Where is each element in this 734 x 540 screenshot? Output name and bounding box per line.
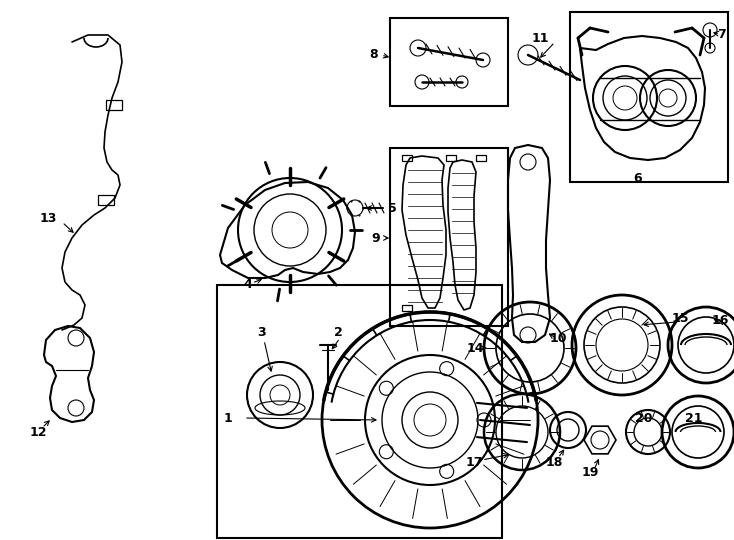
Text: 1: 1 [224, 411, 233, 424]
Text: 6: 6 [633, 172, 642, 185]
Text: 14: 14 [466, 341, 484, 354]
Bar [390, 18, 508, 106]
Text: 8: 8 [370, 49, 378, 62]
Text: 11: 11 [531, 31, 549, 44]
Text: 4: 4 [244, 279, 252, 292]
Bar [402, 155, 412, 161]
Bar [217, 285, 502, 538]
Text: 3: 3 [258, 326, 266, 339]
Text: 20: 20 [635, 411, 653, 424]
Bar [106, 100, 122, 110]
Text: 12: 12 [29, 426, 47, 438]
Text: 10: 10 [549, 332, 567, 345]
Text: 18: 18 [545, 456, 563, 469]
Text: 9: 9 [371, 232, 380, 245]
Bar [570, 12, 728, 182]
Bar [446, 155, 456, 161]
Text: 5: 5 [388, 201, 396, 214]
Bar [390, 148, 508, 326]
Text: 15: 15 [672, 312, 688, 325]
Text: 7: 7 [718, 28, 727, 40]
Bar [98, 195, 114, 205]
Text: 21: 21 [686, 411, 702, 424]
Text: 13: 13 [40, 212, 57, 225]
Text: 17: 17 [465, 456, 483, 469]
Text: 16: 16 [711, 314, 729, 327]
Text: 19: 19 [581, 465, 599, 478]
Bar [402, 305, 412, 311]
Text: 2: 2 [334, 326, 342, 339]
Bar [476, 155, 486, 161]
